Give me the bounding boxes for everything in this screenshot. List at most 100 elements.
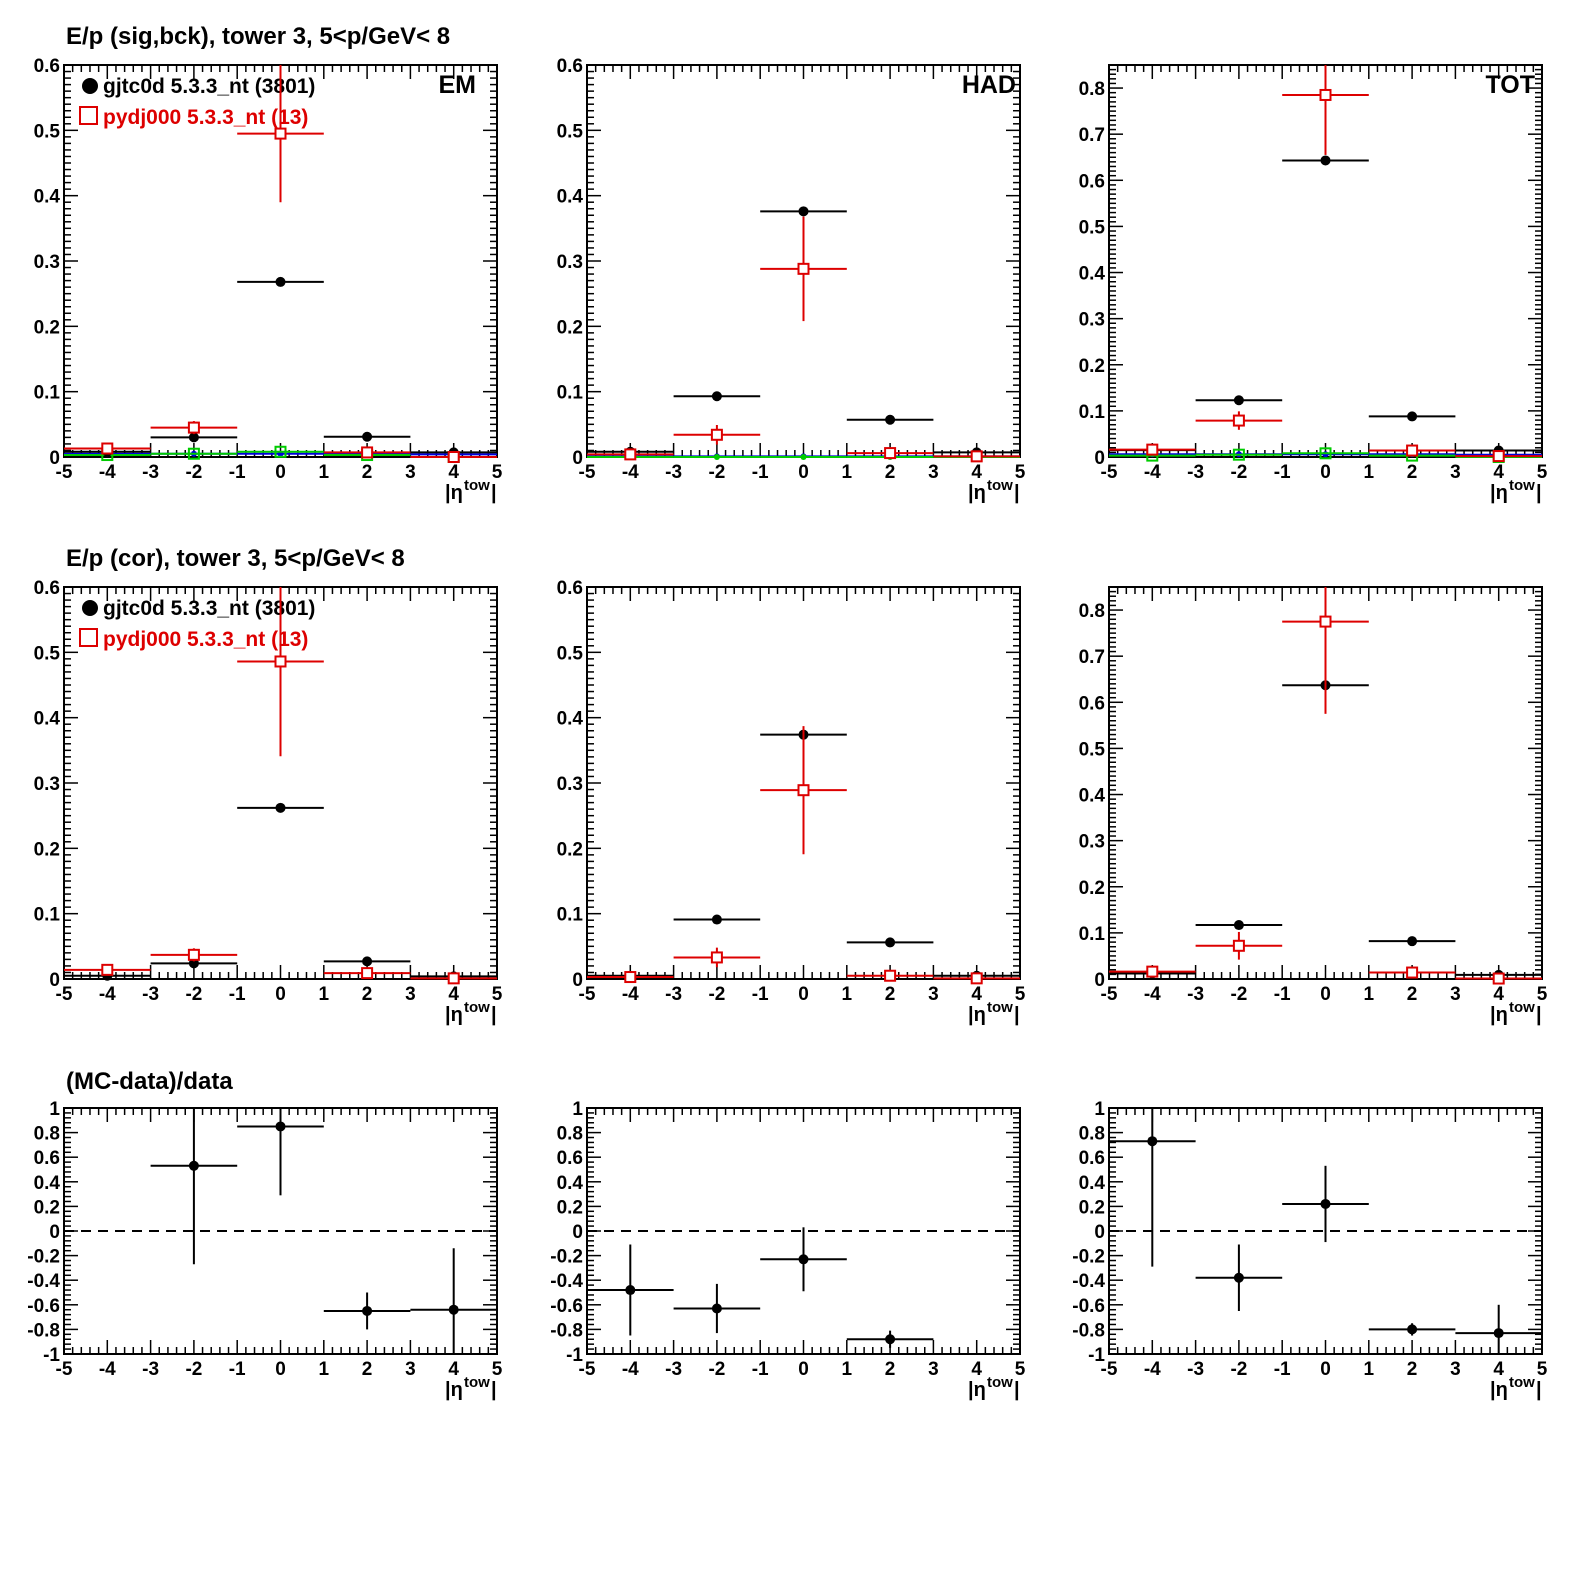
data-point bbox=[970, 450, 983, 463]
data-point bbox=[1232, 939, 1245, 952]
x-tick-label: -4 bbox=[1144, 984, 1161, 1005]
x-tick-label: 1 bbox=[842, 984, 853, 1005]
y-tick-label: 0.2 bbox=[1079, 878, 1105, 899]
y-tick-label: 0 bbox=[1094, 970, 1105, 991]
y-tick-label: 0.4 bbox=[1079, 264, 1106, 285]
x-axis-title-sup: tow bbox=[464, 1374, 490, 1391]
y-tick-label: 0.1 bbox=[557, 905, 584, 926]
x-axis-title-sup: tow bbox=[987, 999, 1013, 1016]
x-tick-label: -5 bbox=[1101, 1359, 1118, 1380]
y-tick-label: 0.4 bbox=[557, 1173, 584, 1194]
x-tick-label: 2 bbox=[362, 462, 373, 483]
series-0 bbox=[1109, 155, 1542, 456]
x-tick-label: -4 bbox=[622, 462, 639, 483]
x-tick-label: 4 bbox=[971, 1359, 982, 1380]
y-tick-label: -0.4 bbox=[1072, 1271, 1105, 1292]
data-point bbox=[885, 1334, 896, 1345]
series-1 bbox=[587, 216, 1020, 463]
x-axis-title-end: | bbox=[491, 482, 497, 504]
data-point bbox=[275, 1121, 286, 1132]
y-tick-label: 1 bbox=[49, 1099, 60, 1120]
y-tick-label: -0.6 bbox=[1072, 1296, 1105, 1317]
data-point bbox=[1406, 966, 1419, 979]
x-tick-label: 5 bbox=[1015, 1359, 1026, 1380]
x-tick-label: 2 bbox=[1407, 984, 1418, 1005]
row-title-ratio: (MC-data)/data bbox=[66, 1068, 233, 1095]
x-tick-label: -5 bbox=[1101, 984, 1118, 1005]
data-point bbox=[188, 432, 199, 443]
y-tick-label: 0.8 bbox=[1079, 79, 1105, 100]
legend-data-label: gjtc0d 5.3.3_nt (3801) bbox=[103, 597, 315, 620]
x-tick-label: 4 bbox=[448, 462, 459, 483]
y-tick-label: 1 bbox=[1094, 1099, 1105, 1120]
y-tick-label: 0.2 bbox=[557, 1197, 583, 1218]
x-tick-label: 2 bbox=[362, 1359, 373, 1380]
data-point bbox=[1493, 1328, 1504, 1339]
data-point bbox=[274, 445, 287, 458]
panel-label-em: EM bbox=[439, 71, 477, 99]
x-tick-label: 0 bbox=[275, 462, 286, 483]
x-tick-label: -4 bbox=[622, 984, 639, 1005]
data-point bbox=[797, 262, 810, 275]
y-tick-label: 0 bbox=[49, 448, 60, 469]
legend-mc-marker bbox=[79, 628, 98, 647]
x-tick-label: -4 bbox=[1144, 462, 1161, 483]
y-tick-label: 0.7 bbox=[1079, 125, 1105, 146]
series-0 bbox=[64, 276, 497, 458]
x-tick-label: 2 bbox=[1407, 1359, 1418, 1380]
legend-middle: gjtc0d 5.3.3_nt (3801) pydj000 5.3.3_nt … bbox=[79, 597, 315, 651]
y-tick-label: 0 bbox=[1094, 1222, 1105, 1243]
x-tick-label: -2 bbox=[185, 462, 202, 483]
series-1 bbox=[1109, 65, 1542, 463]
x-axis-title-end: | bbox=[1014, 482, 1020, 504]
data-point bbox=[362, 431, 373, 442]
x-tick-label: 1 bbox=[319, 1359, 330, 1380]
panel-had-ratio: -5 -4 -3 -2 -1 0 1 2 3 4 5 -1 -0.8 -0.6 -0.4 -0.2 0 0.2 0.… bbox=[550, 1099, 1025, 1401]
y-tick-label: 0.8 bbox=[557, 1124, 583, 1145]
data-point bbox=[1147, 1136, 1158, 1147]
x-axis-title: |η bbox=[445, 482, 463, 504]
y-tick-label: 0.3 bbox=[1079, 310, 1105, 331]
x-tick-label: 5 bbox=[1537, 984, 1548, 1005]
data-point bbox=[711, 391, 722, 402]
y-tick-label: 0.1 bbox=[1079, 402, 1106, 423]
panel-label-tot: TOT bbox=[1485, 71, 1535, 99]
y-tick-label: 0.5 bbox=[1079, 739, 1106, 760]
x-tick-label: -2 bbox=[1230, 984, 1247, 1005]
y-tick-label: 0.2 bbox=[34, 1197, 60, 1218]
data-point bbox=[101, 442, 114, 455]
data-point bbox=[1319, 615, 1332, 628]
data-point bbox=[275, 802, 286, 813]
x-tick-label: 0 bbox=[798, 1359, 809, 1380]
x-tick-label: 3 bbox=[405, 462, 416, 483]
data-point bbox=[884, 447, 897, 460]
data-point bbox=[1319, 447, 1332, 460]
x-tick-label: 3 bbox=[1450, 462, 1461, 483]
x-axis-title-end: | bbox=[1014, 1004, 1020, 1026]
x-tick-label: 2 bbox=[1407, 462, 1418, 483]
y-tick-label: -0.4 bbox=[550, 1271, 583, 1292]
data-point bbox=[885, 414, 896, 425]
legend-mc-label: pydj000 5.3.3_nt (13) bbox=[103, 628, 308, 651]
x-tick-label: 5 bbox=[1537, 462, 1548, 483]
x-axis-title: |η bbox=[445, 1379, 463, 1401]
panel-em-cor: -5 -4 -3 -2 -1 0 1 2 3 4 5 0 0.1 0.2 0.3 0.4 0.5 0.6 |η tow… bbox=[34, 578, 503, 1026]
data-point bbox=[885, 937, 896, 948]
data-point bbox=[1407, 936, 1418, 947]
x-tick-label: -2 bbox=[1230, 462, 1247, 483]
x-tick-label: -1 bbox=[752, 462, 769, 483]
x-tick-label: -2 bbox=[708, 984, 725, 1005]
plot-panels: -5 -4 -3 -2 -1 0 1 2 3 4 500.10.20.30.40.50.6|η tow… bbox=[27, 56, 1547, 1401]
data-point bbox=[362, 1305, 373, 1316]
series-0 bbox=[64, 802, 497, 982]
y-tick-label: 0 bbox=[49, 970, 60, 991]
legend-data-marker bbox=[82, 78, 98, 94]
x-tick-label: -4 bbox=[99, 1359, 116, 1380]
x-tick-label: -3 bbox=[142, 1359, 159, 1380]
y-tick-label: 0 bbox=[572, 970, 583, 991]
x-tick-label: -1 bbox=[229, 984, 246, 1005]
data-point bbox=[1232, 448, 1245, 461]
y-tick-label: 0.3 bbox=[34, 252, 60, 273]
x-tick-label: -1 bbox=[752, 1359, 769, 1380]
y-tick-label: 0.5 bbox=[34, 121, 61, 142]
